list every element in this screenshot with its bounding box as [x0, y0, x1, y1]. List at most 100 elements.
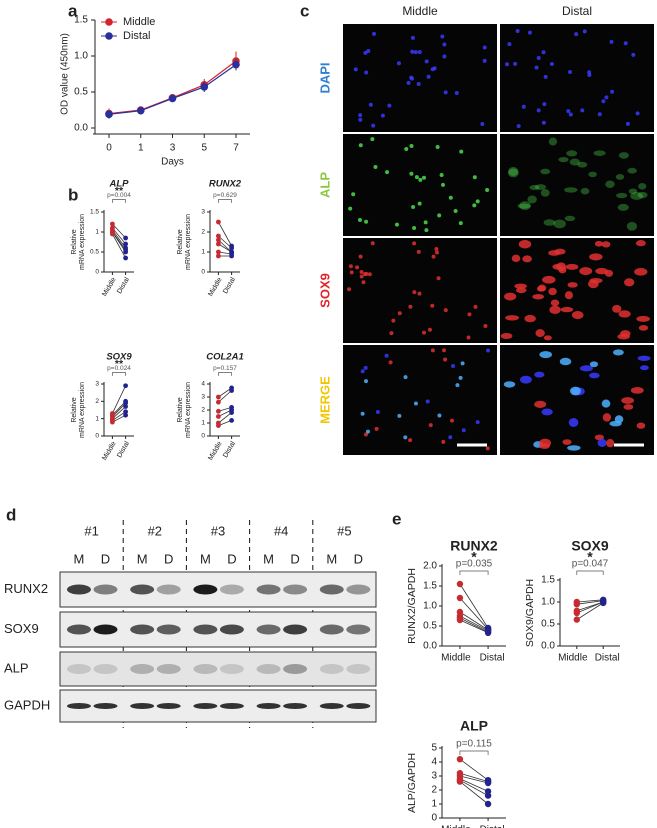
- cell: [448, 195, 453, 200]
- cell: [466, 335, 471, 340]
- sample-label: #1: [84, 523, 98, 538]
- cell: [472, 203, 477, 208]
- band: [283, 703, 308, 709]
- cell: [602, 413, 612, 422]
- y-axis-label: mRNA expression: [79, 214, 86, 270]
- cell: [549, 305, 561, 314]
- sample-label: #3: [211, 523, 225, 538]
- cell: [527, 195, 537, 204]
- y-tick-label: 0.5: [90, 249, 99, 256]
- cell: [505, 315, 520, 321]
- lane-label: D: [164, 551, 173, 566]
- cell: [630, 192, 644, 200]
- x-tick-label: Middle: [101, 440, 117, 461]
- y-tick-label: 4: [431, 757, 437, 768]
- cell: [580, 187, 590, 195]
- y-tick-label: 1: [201, 420, 205, 427]
- cell: [580, 108, 585, 113]
- cell: [534, 371, 545, 378]
- point: [110, 221, 115, 227]
- band: [130, 584, 155, 595]
- cell: [355, 265, 360, 270]
- cell: [442, 348, 447, 353]
- cell: [601, 399, 611, 408]
- pair-line: [218, 390, 232, 403]
- cell: [508, 166, 519, 176]
- cell: [430, 348, 435, 353]
- cell: [443, 357, 448, 362]
- legend-marker: [105, 32, 113, 40]
- cell: [384, 353, 389, 358]
- band: [319, 624, 344, 635]
- cell: [612, 304, 622, 313]
- cell: [370, 137, 375, 142]
- cell: [571, 311, 584, 320]
- cell: [548, 250, 561, 256]
- band: [156, 664, 181, 674]
- cell: [604, 95, 609, 100]
- cell: [543, 219, 556, 226]
- panel-label: c: [300, 1, 309, 20]
- cell: [467, 312, 472, 317]
- cell: [518, 239, 532, 249]
- cell: [623, 41, 628, 46]
- cell: [537, 286, 546, 292]
- cell: [421, 330, 426, 335]
- cell: [412, 290, 417, 295]
- cell: [503, 381, 516, 388]
- chart-title: COL2A1: [206, 352, 243, 363]
- point: [216, 219, 221, 225]
- cell: [363, 50, 368, 55]
- cell: [540, 188, 550, 197]
- cell: [388, 360, 393, 365]
- protein-label: GAPDH: [4, 697, 50, 712]
- cell: [403, 435, 408, 440]
- band: [156, 703, 181, 709]
- cell: [397, 413, 402, 418]
- pair-line: [218, 409, 232, 417]
- cell: [542, 275, 556, 284]
- cell: [436, 276, 441, 281]
- sample-label: #2: [148, 523, 162, 538]
- cell: [482, 58, 487, 63]
- cell: [364, 219, 369, 224]
- band: [93, 624, 118, 635]
- band: [93, 584, 118, 595]
- cell: [363, 432, 368, 437]
- band: [283, 624, 308, 635]
- pair-line: [459, 772, 489, 782]
- cell: [417, 201, 422, 206]
- band: [319, 584, 344, 595]
- legend-label: Middle: [123, 16, 155, 28]
- cell: [358, 254, 363, 259]
- cell: [475, 199, 480, 204]
- y-tick-label: 4: [201, 381, 205, 388]
- y-tick-label: 1.5: [541, 575, 555, 586]
- point: [573, 609, 580, 617]
- cell: [353, 67, 358, 72]
- cell: [589, 277, 603, 284]
- cell: [372, 31, 377, 36]
- cell: [612, 349, 624, 356]
- cell: [582, 29, 587, 34]
- band: [193, 624, 218, 635]
- cell: [472, 175, 477, 180]
- lane-label: D: [290, 551, 299, 566]
- cell: [627, 167, 637, 174]
- series-line: [108, 60, 237, 115]
- cell: [358, 113, 363, 118]
- cell: [553, 219, 566, 229]
- cell: [408, 304, 413, 309]
- y-tick-label: 0: [201, 269, 205, 276]
- y-tick-label: 3: [201, 394, 205, 401]
- cell: [601, 241, 611, 248]
- y-axis-label: Relative: [177, 229, 184, 254]
- cell: [626, 221, 638, 231]
- cell: [569, 386, 581, 396]
- x-tick-label: Distal: [116, 276, 131, 295]
- band: [256, 584, 281, 595]
- cell: [374, 426, 379, 431]
- lane-label: M: [263, 551, 274, 566]
- point: [200, 83, 209, 91]
- p-value: p=0.024: [107, 365, 131, 372]
